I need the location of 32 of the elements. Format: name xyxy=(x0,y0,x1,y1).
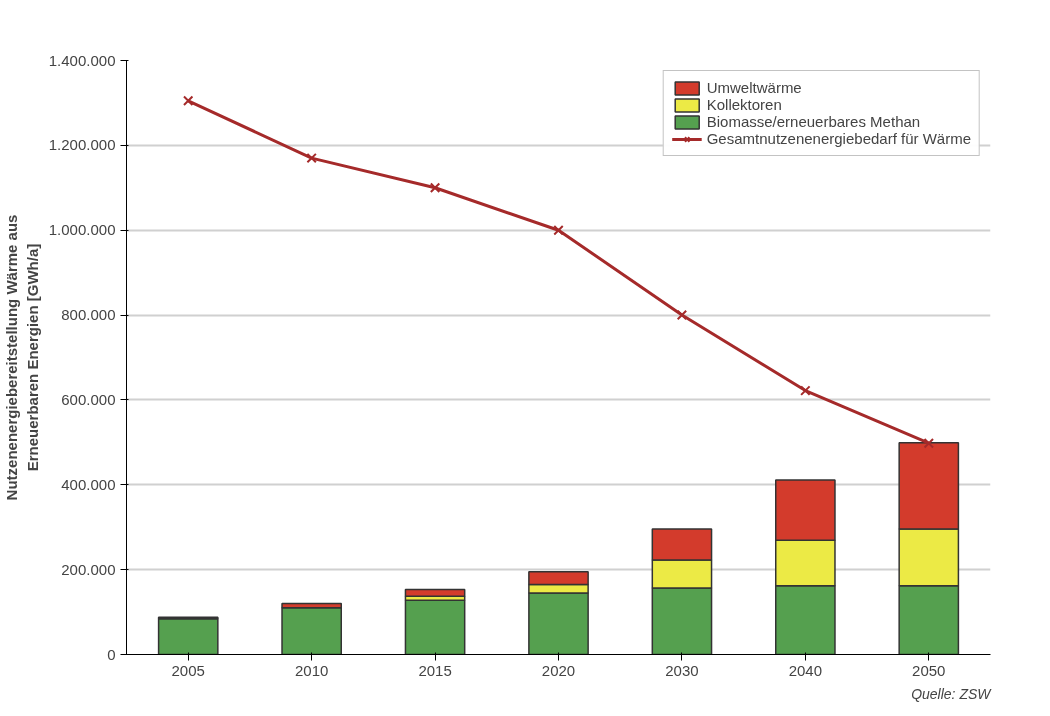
point xyxy=(429,182,441,194)
y-tick-label: 200.000 xyxy=(61,560,116,578)
x-tick-label: 2005 xyxy=(171,661,205,679)
legend-label: Gesamtnutzenenergiebedarf für Wärme xyxy=(706,130,971,147)
bar xyxy=(404,599,466,655)
y-axis-title: Nutzenenergiebereitstellung Wärme aus Erneuerbaren Energien [GWh/a] xyxy=(3,214,41,501)
point xyxy=(306,152,317,164)
point xyxy=(923,437,935,449)
y-tick-label: 600.000 xyxy=(61,390,116,408)
source-note: Quelle: ZSW xyxy=(911,685,993,702)
point xyxy=(553,224,564,236)
point xyxy=(676,309,688,321)
y-tick-label: 1.200.000 xyxy=(48,136,116,154)
y-tick-label: 0 xyxy=(107,645,116,663)
y-tick-label: 400.000 xyxy=(61,475,116,493)
bar xyxy=(157,618,219,655)
legend-label: Biomasse/erneuerbares Methan xyxy=(706,113,921,130)
point xyxy=(182,95,194,107)
x-tick-label: 2010 xyxy=(294,661,329,679)
y-tick-label: 800.000 xyxy=(61,306,116,324)
bar xyxy=(404,588,466,598)
y-tick-label: 1.400.000 xyxy=(48,51,116,69)
point xyxy=(800,385,811,396)
x-tick-label: 2015 xyxy=(418,661,452,679)
x-tick-label: 2020 xyxy=(541,661,576,679)
y-tick-label: 1.000.000 xyxy=(48,221,116,239)
x-tick-label: 2040 xyxy=(788,661,823,679)
x-tick-label: 2050 xyxy=(912,661,946,679)
legend-label: Umweltwärme xyxy=(706,79,802,96)
bar xyxy=(281,607,343,655)
legend-label: Kollektoren xyxy=(706,96,782,113)
x-tick-label: 2030 xyxy=(665,661,699,679)
